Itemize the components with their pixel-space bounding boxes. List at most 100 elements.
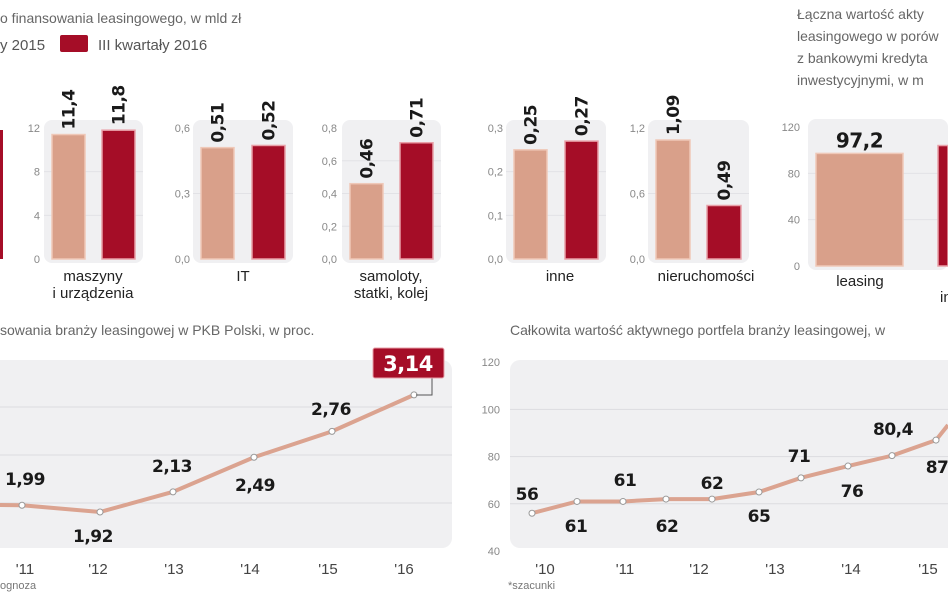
x-tick-label: '16 [394,561,414,578]
data-point [328,427,336,435]
y-tick-label: 0,3 [175,189,190,201]
callout-line [416,378,433,396]
bar-2015 [51,133,86,260]
side-text-line: Łączna wartość akty [797,6,924,22]
y-tick-label: 4 [34,210,40,222]
line-chart-2-title: Całkowita wartość aktywnego portfela bra… [510,322,886,338]
side-text-line: leasingowego w porów [797,28,940,44]
bar-value-label: 11,8 [110,85,130,125]
side-text-line: inwestycyjnymi, w m [797,72,924,88]
category-label: inne [546,268,574,285]
data-point [662,495,670,503]
y-tick-label: 0,8 [322,123,337,135]
bar-2015 [349,182,384,260]
y-tick-label: 0,6 [175,123,190,135]
highlight-box [372,347,445,379]
bar-2016 [399,141,434,260]
bar-2016 [706,204,742,260]
data-point [528,509,536,517]
y-tick-label: 80 [788,168,800,180]
y-tick-label: 0 [794,261,800,273]
y-tick-label: 0,0 [175,254,190,266]
bar-value-label: 0,25 [522,105,542,145]
side-text-line: z bankowymi kredyta [797,50,928,66]
data-point [844,462,852,470]
line-chart-1-footnote: ognoza [0,580,37,592]
y-tick-label: 0,0 [488,254,503,266]
bar-value-label: 1,09 [664,95,684,135]
point-label: 1,92 [73,527,113,547]
data-point [250,453,258,461]
y-tick-label: 0,6 [630,189,645,201]
bar-2016 [564,140,599,260]
x-tick-label: '14 [841,561,861,578]
category-label: i urządzenia [53,285,135,302]
cropped-bar [0,130,3,259]
data-point [96,508,104,516]
data-point [755,488,763,496]
x-tick-label: '11 [16,561,34,578]
bar-2016 [101,129,136,260]
data-point [573,497,581,505]
category-label: in [940,289,948,306]
point-label: 2,76 [311,400,351,420]
data-point [888,452,896,460]
y-tick-label: 8 [34,167,40,179]
data-point [932,436,940,444]
bar-value-label: 0,49 [715,161,735,201]
x-tick-label: '11 [616,561,634,578]
legend-2016-swatch [60,35,88,52]
category-label: leasing [836,273,884,290]
bar-value-label: 0,52 [260,101,280,141]
bar-2015 [655,139,691,260]
point-label: 62 [701,474,724,494]
bar-value-label: 0,71 [408,98,428,138]
point-label: 2,49 [235,476,275,496]
bar-value-label: 0,46 [358,139,378,179]
y-tick-label: 0,6 [322,156,337,168]
bar-2015 [513,149,548,260]
category-label: statki, kolej [354,285,428,302]
x-tick-label: '15 [918,561,938,578]
point-label: 56 [516,485,539,505]
y-tick-label: 0,4 [322,189,337,201]
point-label: 65 [748,507,771,527]
y-tick-label: 40 [788,215,800,227]
y-tick-label: 0,2 [322,221,337,233]
point-label: 71 [788,447,811,467]
data-point [708,495,716,503]
point-label: 1,99 [5,470,45,490]
x-tick-label: '10 [535,561,555,578]
y-tick-label: 60 [488,499,500,511]
y-tick-label: 0,3 [488,123,503,135]
category-label: samoloty, [359,268,422,285]
y-tick-label: 0,0 [322,254,337,266]
point-label: 80,4 [873,420,914,440]
bar-value-label: 97,2 [836,128,883,152]
bar-2016 [251,144,286,260]
y-tick-label: 12 [28,123,40,135]
data-point [18,501,26,509]
bar-2015 [200,146,235,260]
point-label: 76 [841,482,864,502]
point-label: 62 [656,517,679,537]
x-tick-label: '12 [88,561,108,578]
point-label: 61 [614,471,637,491]
legend-2015-label: y 2015 [0,37,45,54]
y-tick-label: 0,2 [488,167,503,179]
y-tick-label: 120 [482,357,500,369]
y-tick-label: 120 [782,122,800,134]
bar-2016 [937,144,948,267]
y-tick-label: 40 [488,546,500,558]
line-chart-1-title: sowania branży leasingowej w PKB Polski,… [0,322,314,338]
highlight-value: 3,14 [383,352,433,376]
category-label: nieruchomości [658,268,755,285]
y-tick-label: 100 [482,404,500,416]
line-chart-2-footnote: *szacunki [508,580,555,592]
bar-value-label: 0,27 [573,96,593,136]
point-label: 2,13 [152,457,192,477]
x-tick-label: '12 [689,561,709,578]
x-tick-label: '13 [765,561,785,578]
data-point [797,474,805,482]
